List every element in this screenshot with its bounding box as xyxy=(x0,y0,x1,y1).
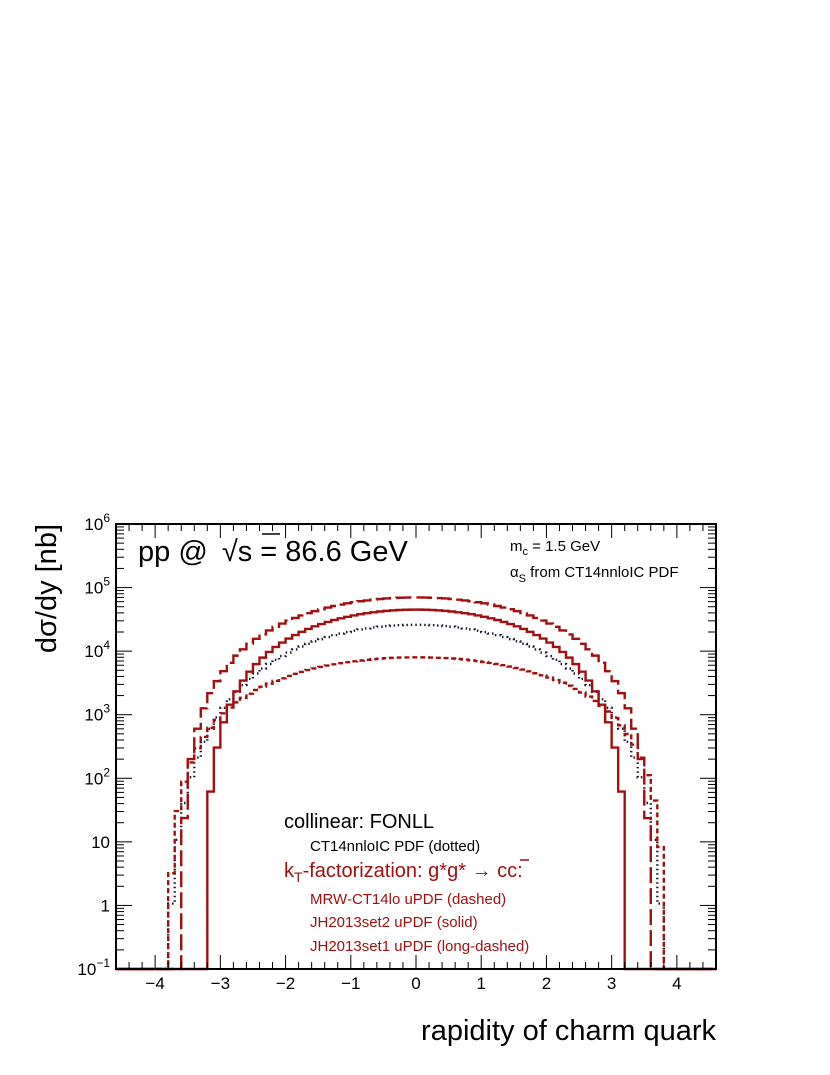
x-axis-title: rapidity of charm quark xyxy=(421,1015,716,1047)
process-label-left: pp @ xyxy=(138,536,216,568)
mass-value: = 1.5 GeV xyxy=(528,538,600,555)
kt-subscript: T xyxy=(294,869,303,885)
alpha-symbol: α xyxy=(510,564,519,581)
y-tick-label: 1 xyxy=(101,896,110,915)
kt-entry-3: JH2013set1 uPDF (long-dashed) xyxy=(310,938,529,955)
y-tick-label: 106 xyxy=(84,511,110,534)
series-line-long-dashed xyxy=(116,596,716,971)
y-axis-title: dσ/dy [nb] xyxy=(31,524,63,653)
y-tick-label: 105 xyxy=(84,575,110,598)
alpha-subscript: S xyxy=(519,573,526,585)
y-tick-label: 103 xyxy=(84,702,110,725)
kt-colon: : xyxy=(517,860,523,882)
kt-k: k xyxy=(284,860,295,882)
x-tick-label: −2 xyxy=(276,974,295,993)
kt-rest: -factorization: g*g* → c xyxy=(303,860,508,882)
x-tick-label: 3 xyxy=(607,974,616,993)
kt-header: kT-factorization: g*g* → cc: xyxy=(284,860,523,885)
tick-labels: −4 −3 −2 −1 0 1 2 3 4 10−1 1 10 102 103 104 105 106 xyxy=(77,511,681,993)
x-tick-label: −3 xyxy=(211,974,230,993)
kt-entry-1: MRW-CT14lo uPDF (dashed) xyxy=(310,891,506,908)
x-tick-label: 0 xyxy=(411,974,420,993)
mass-subscript: c xyxy=(523,546,529,558)
kt-cbar: c xyxy=(507,860,517,882)
y-tick-label: 10 xyxy=(91,833,110,852)
x-tick-label: 4 xyxy=(672,974,681,993)
x-tick-label: 2 xyxy=(542,974,551,993)
alpha-value: from CT14nnloIC PDF xyxy=(526,564,679,581)
x-tick-label: −1 xyxy=(341,974,360,993)
collinear-header: collinear: FONLL xyxy=(284,811,434,833)
mass-label: mc = 1.5 GeV xyxy=(510,538,600,558)
collinear-entry: CT14nnloIC PDF (dotted) xyxy=(310,838,480,855)
x-tick-label: 1 xyxy=(476,974,485,993)
axis-ticks xyxy=(115,523,717,970)
alpha-label: αS from CT14nnloIC PDF xyxy=(510,564,679,585)
y-tick-label: 10−1 xyxy=(77,956,110,979)
process-label: pp @ √s = 86.6 GeV xyxy=(138,536,408,568)
y-tick-label: 102 xyxy=(84,765,110,788)
y-tick-label: 104 xyxy=(84,638,110,661)
sqrt-symbol: √ xyxy=(222,536,238,568)
histogram-curves xyxy=(116,596,716,971)
x-tick-label: −4 xyxy=(145,974,164,993)
process-label-right: s = 86.6 GeV xyxy=(238,536,409,568)
kt-entry-2: JH2013set2 uPDF (solid) xyxy=(310,914,478,931)
series-line-solid xyxy=(116,608,716,971)
mass-symbol: m xyxy=(510,538,523,555)
